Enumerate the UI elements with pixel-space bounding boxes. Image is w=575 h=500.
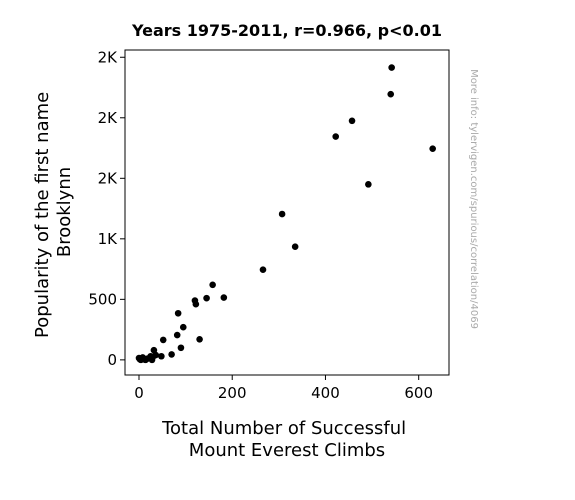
- plot-area: [124, 49, 450, 376]
- data-point: [259, 266, 267, 273]
- data-point: [152, 351, 160, 359]
- data-point: [177, 344, 185, 352]
- data-point: [220, 294, 228, 301]
- y-tick-label: 500: [88, 290, 117, 308]
- source-note: More info: tylervigen.com/spurious/corre…: [468, 69, 479, 329]
- chart-title: Years 1975-2011, r=0.966, p<0.01: [131, 21, 442, 40]
- y-tick-label: 2K: [98, 109, 119, 127]
- y-axis-label-line-1: Popularity of the first name: [32, 92, 53, 338]
- data-point: [158, 352, 165, 360]
- data-point: [387, 90, 395, 98]
- x-tick-label: 400: [311, 384, 340, 402]
- x-tick-label: 0: [134, 384, 144, 402]
- y-axis-label-line-2: Brooklynn: [54, 167, 75, 257]
- data-point: [192, 300, 200, 308]
- data-point: [278, 210, 286, 218]
- x-tick-label: 600: [404, 384, 433, 402]
- x-tick-label: 200: [218, 384, 247, 402]
- y-tick-label: 2K: [98, 48, 119, 66]
- data-point: [159, 336, 167, 344]
- data-point: [429, 145, 436, 152]
- y-tick-label: 1K: [98, 230, 119, 248]
- data-point: [168, 351, 175, 358]
- plot-frame: [124, 49, 450, 376]
- data-points: [135, 64, 436, 364]
- data-point: [348, 117, 356, 125]
- y-tick-label: 0: [107, 351, 117, 369]
- data-point: [388, 64, 395, 71]
- data-point: [179, 323, 187, 331]
- x-axis-label-line-2: Mount Everest Climbs: [189, 440, 385, 461]
- data-point: [203, 294, 210, 302]
- data-point: [332, 133, 340, 140]
- y-axis-label: Popularity of the first name Brooklynn: [32, 86, 75, 338]
- data-point: [174, 309, 182, 317]
- y-axis: 0 500 1K 2K 2K 2K: [88, 48, 125, 369]
- y-tick-label: 2K: [98, 169, 119, 187]
- x-axis-label-line-1: Total Number of Successful: [161, 418, 406, 439]
- data-point: [209, 281, 216, 289]
- data-point: [365, 181, 372, 188]
- x-axis: 0 200 400 600: [134, 375, 433, 402]
- data-point: [291, 243, 299, 250]
- x-axis-label: Total Number of Successful Mount Everest…: [161, 418, 412, 461]
- data-point: [173, 331, 181, 339]
- data-point: [196, 335, 203, 343]
